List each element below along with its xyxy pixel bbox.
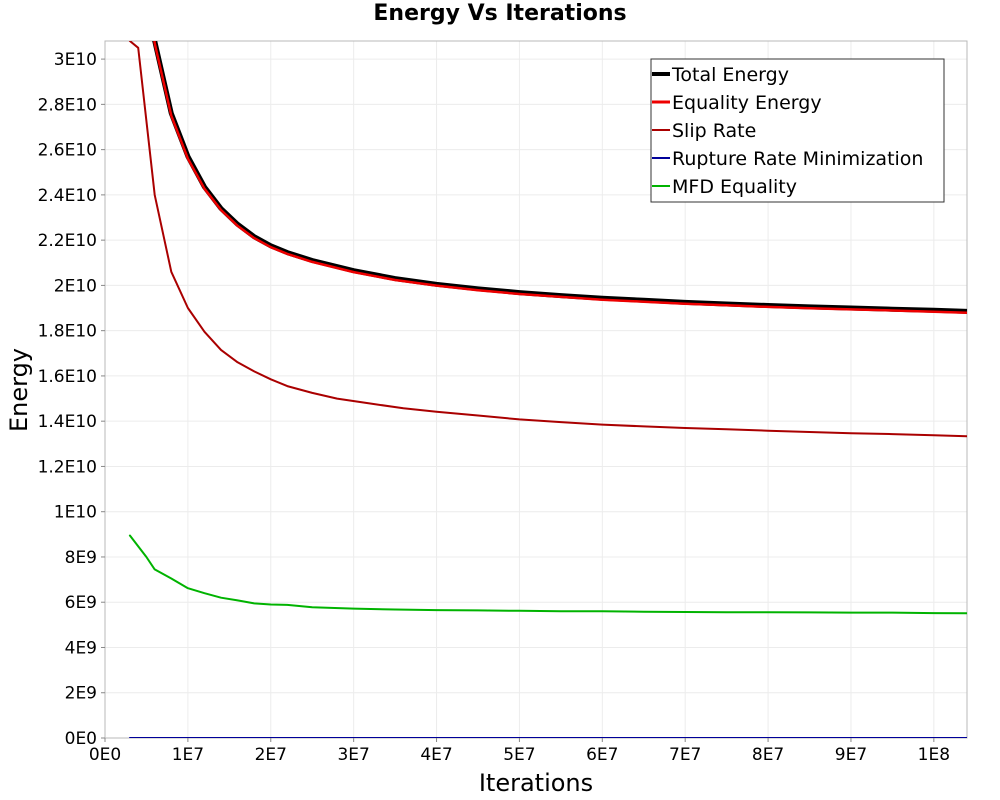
y-axis: 0E0 2E9 4E9 6E9 8E9 1E10 1.2E10 1.4E10 1.6E10 1.8… bbox=[38, 50, 105, 749]
y-tick-label: 0E0 bbox=[65, 729, 97, 749]
x-tick-label: 3E7 bbox=[337, 745, 369, 765]
y-tick-label: 1.8E10 bbox=[38, 322, 97, 342]
x-axis: 0E0 1E7 2E7 3E7 4E7 5E7 6E7 7E7 8E7 9E7 1E8 bbox=[89, 738, 950, 765]
legend-label: Equality Energy bbox=[672, 92, 822, 114]
series-line-equality-energy bbox=[153, 41, 967, 315]
y-tick-label: 8E9 bbox=[65, 548, 97, 568]
y-tick-label: 3E10 bbox=[54, 50, 97, 70]
x-tick-label: 0E0 bbox=[89, 745, 121, 765]
x-tick-label: 1E7 bbox=[172, 745, 204, 765]
y-tick-label: 2.6E10 bbox=[38, 141, 97, 161]
x-tick-label: 7E7 bbox=[669, 745, 701, 765]
y-tick-label: 4E9 bbox=[65, 638, 97, 658]
series-line-slip-rate bbox=[128, 41, 967, 438]
x-tick-label: 6E7 bbox=[586, 745, 618, 765]
legend-label: Rupture Rate Minimization bbox=[672, 148, 923, 170]
y-axis-label: Energy bbox=[5, 348, 33, 432]
y-tick-label: 6E9 bbox=[65, 593, 97, 613]
legend-box bbox=[650, 58, 945, 203]
x-tick-label: 8E7 bbox=[752, 745, 784, 765]
y-tick-label: 2E9 bbox=[65, 684, 97, 704]
y-tick-label: 1E10 bbox=[54, 503, 97, 523]
legend-label: Total Energy bbox=[671, 64, 789, 86]
x-tick-label: 5E7 bbox=[503, 745, 535, 765]
y-tick-label: 2.8E10 bbox=[38, 95, 97, 115]
series-line-mfd-equality bbox=[128, 534, 967, 615]
legend-label: MFD Equality bbox=[672, 176, 797, 198]
x-tick-label: 1E8 bbox=[918, 745, 950, 765]
y-tick-label: 1.6E10 bbox=[38, 367, 97, 387]
y-tick-label: 1.4E10 bbox=[38, 412, 97, 432]
x-tick-label: 4E7 bbox=[420, 745, 452, 765]
y-tick-label: 2.2E10 bbox=[38, 231, 97, 251]
y-tick-label: 2.4E10 bbox=[38, 186, 97, 206]
series-group bbox=[128, 41, 967, 738]
legend: Total Energy Equality Energy Slip Rate Rupt… bbox=[650, 58, 945, 203]
x-axis-label: Iterations bbox=[479, 769, 593, 797]
x-tick-label: 2E7 bbox=[255, 745, 287, 765]
legend-label: Slip Rate bbox=[672, 120, 756, 142]
y-tick-label: 1.2E10 bbox=[38, 457, 97, 477]
chart-title: Energy Vs Iterations bbox=[373, 1, 627, 26]
y-tick-label: 2E10 bbox=[54, 276, 97, 296]
x-tick-label: 9E7 bbox=[835, 745, 867, 765]
